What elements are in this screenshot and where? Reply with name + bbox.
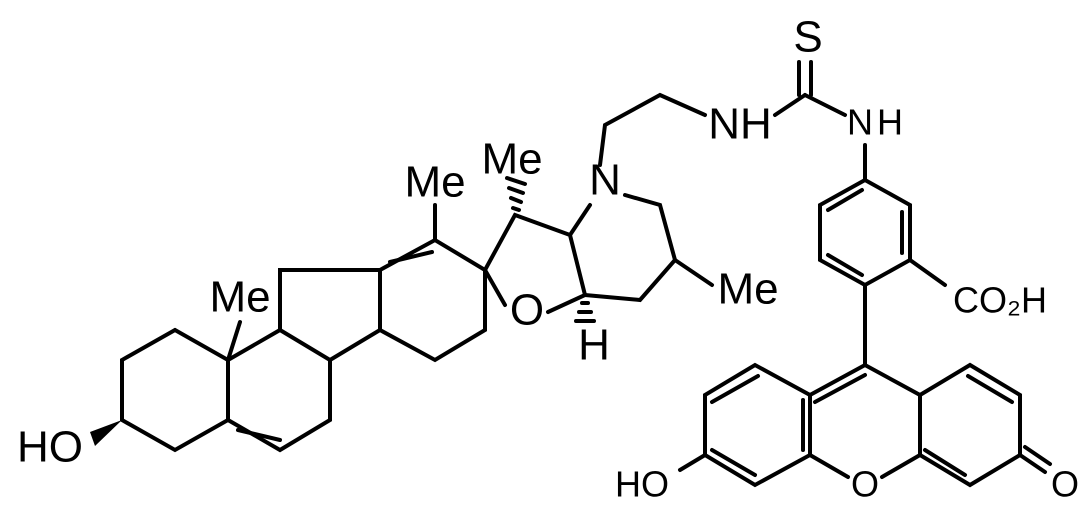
bond: [813, 373, 867, 404]
atom-label: N: [589, 156, 621, 205]
atom-label: NH: [708, 100, 772, 149]
bond: [703, 362, 812, 488]
bond: [803, 93, 847, 117]
atom-label: HO: [17, 423, 83, 472]
bond: [710, 448, 757, 477]
wedge-bond: [90, 420, 122, 446]
bond: [378, 237, 487, 363]
bond: [678, 453, 707, 472]
atom-label: O: [1051, 464, 1079, 505]
bond: [808, 362, 922, 397]
bond: [1018, 453, 1047, 474]
bond: [598, 92, 707, 167]
bond: [388, 250, 434, 264]
labels: HO Me Me Me N O H Me NH S N H CO₂H O HO …: [17, 13, 1079, 505]
bond: [966, 374, 1014, 404]
atom-label: N: [847, 102, 873, 143]
bond: [918, 362, 1022, 488]
bond: [908, 258, 947, 287]
atom-label: Me: [209, 273, 270, 322]
hashed-bond: [574, 301, 596, 323]
bond: [583, 193, 678, 303]
bond: [773, 93, 807, 117]
bonds: [90, 60, 1052, 488]
bond: [1023, 445, 1052, 466]
bond: [818, 178, 912, 288]
atom-label: CO₂H: [953, 280, 1047, 321]
bond: [923, 448, 967, 477]
atom-label: O: [510, 286, 544, 335]
bond: [120, 328, 230, 453]
bond: [278, 268, 382, 362]
bond: [673, 258, 714, 287]
atom-label: Me: [404, 158, 465, 207]
bond: [710, 374, 760, 404]
atom-label: S: [793, 13, 822, 62]
atom-label: H: [877, 102, 903, 143]
bond: [568, 203, 592, 237]
hashed-bond: [505, 176, 527, 212]
atom-label: Me: [717, 265, 778, 314]
atom-label: HO: [615, 464, 669, 505]
atom-label: Me: [481, 135, 542, 184]
bond: [808, 453, 850, 479]
bond: [226, 320, 242, 362]
atom-label: H: [578, 321, 610, 370]
bond: [482, 212, 588, 314]
atom-label: O: [851, 464, 879, 505]
bond: [826, 253, 864, 277]
bond: [226, 327, 332, 453]
bond: [826, 188, 864, 212]
bond: [236, 428, 282, 442]
bond: [880, 453, 922, 479]
